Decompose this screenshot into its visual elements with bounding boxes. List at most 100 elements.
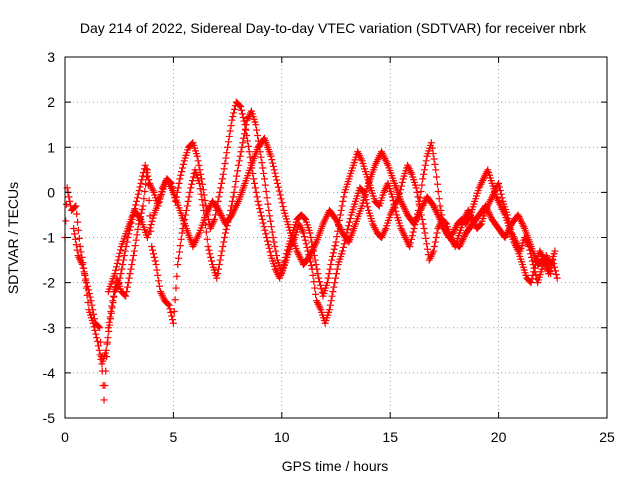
data-point bbox=[458, 237, 466, 245]
data-point bbox=[81, 271, 89, 279]
data-point bbox=[126, 270, 134, 278]
data-point bbox=[310, 278, 318, 286]
data-point bbox=[378, 149, 386, 157]
data-point bbox=[216, 188, 224, 196]
data-point bbox=[236, 102, 244, 110]
data-point bbox=[271, 169, 279, 177]
data-point bbox=[195, 179, 203, 187]
x-tick-label: 25 bbox=[599, 429, 615, 445]
data-point bbox=[435, 214, 443, 222]
data-point bbox=[111, 283, 119, 291]
data-point bbox=[418, 215, 426, 223]
data-point bbox=[205, 215, 213, 223]
data-point bbox=[145, 196, 153, 204]
data-point bbox=[273, 176, 281, 184]
data-point bbox=[486, 210, 494, 218]
data-point bbox=[223, 149, 231, 157]
data-point bbox=[267, 223, 275, 231]
y-tick-label: -5 bbox=[43, 410, 56, 426]
data-point bbox=[234, 161, 242, 169]
data-point bbox=[420, 170, 428, 178]
x-tick-label: 20 bbox=[491, 429, 507, 445]
data-point bbox=[268, 228, 276, 236]
data-point bbox=[84, 286, 92, 294]
data-point bbox=[114, 256, 122, 264]
data-point bbox=[241, 130, 249, 138]
data-point bbox=[149, 250, 157, 258]
data-point bbox=[246, 153, 254, 161]
data-point bbox=[418, 203, 426, 211]
data-point bbox=[270, 166, 278, 174]
data-point bbox=[138, 176, 146, 184]
data-point bbox=[205, 246, 213, 254]
data-point bbox=[430, 155, 438, 163]
data-point bbox=[504, 215, 512, 223]
data-point bbox=[72, 202, 80, 210]
data-point bbox=[207, 253, 215, 261]
data-point bbox=[82, 275, 90, 283]
data-point bbox=[102, 367, 110, 375]
y-tick-label: 3 bbox=[47, 49, 55, 65]
data-point bbox=[220, 238, 228, 246]
data-point bbox=[147, 221, 155, 229]
data-point bbox=[166, 305, 174, 313]
data-point bbox=[263, 237, 271, 245]
data-point bbox=[94, 342, 102, 350]
data-point bbox=[439, 222, 447, 230]
data-point bbox=[307, 234, 315, 241]
data-point bbox=[527, 279, 535, 287]
data-point bbox=[378, 148, 386, 156]
data-point bbox=[399, 202, 407, 210]
data-point bbox=[254, 197, 262, 205]
data-point bbox=[104, 324, 112, 332]
data-point bbox=[327, 297, 335, 305]
data-point bbox=[433, 173, 441, 181]
data-point bbox=[74, 226, 82, 234]
data-point bbox=[270, 238, 278, 246]
data-point bbox=[312, 290, 320, 298]
data-point bbox=[332, 238, 340, 246]
data-point bbox=[423, 245, 431, 253]
data-point bbox=[85, 289, 93, 297]
data-point bbox=[176, 242, 184, 250]
data-point bbox=[144, 230, 152, 238]
data-point bbox=[260, 223, 268, 231]
data-point bbox=[228, 116, 236, 124]
data-point bbox=[301, 215, 309, 223]
data-point bbox=[311, 284, 319, 292]
data-point bbox=[419, 201, 427, 209]
data-point bbox=[95, 346, 103, 354]
data-point bbox=[383, 160, 391, 168]
data-point bbox=[497, 190, 505, 198]
data-point bbox=[78, 261, 86, 269]
data-point bbox=[430, 247, 438, 255]
data-point bbox=[93, 334, 101, 342]
data-point bbox=[422, 234, 430, 242]
data-point bbox=[216, 208, 224, 216]
data-point bbox=[134, 225, 142, 233]
data-point bbox=[257, 208, 265, 216]
data-point bbox=[456, 241, 464, 249]
y-tick-label: -4 bbox=[43, 365, 56, 381]
data-point bbox=[135, 187, 143, 195]
data-point bbox=[228, 202, 236, 210]
data-point bbox=[186, 188, 194, 196]
data-point bbox=[144, 172, 152, 180]
data-point bbox=[217, 252, 225, 260]
data-point bbox=[520, 223, 528, 231]
data-point bbox=[156, 282, 164, 290]
data-point bbox=[506, 223, 514, 231]
data-point bbox=[234, 167, 242, 175]
data-point bbox=[256, 205, 264, 213]
data-point bbox=[278, 199, 286, 207]
data-point bbox=[382, 158, 390, 166]
data-point bbox=[239, 113, 247, 121]
data-point bbox=[187, 184, 195, 192]
data-point bbox=[121, 291, 129, 299]
data-point bbox=[397, 197, 405, 205]
data-point bbox=[517, 218, 525, 226]
data-point bbox=[483, 205, 491, 213]
data-point bbox=[65, 193, 73, 201]
data-point bbox=[325, 306, 333, 314]
data-point bbox=[75, 234, 83, 242]
